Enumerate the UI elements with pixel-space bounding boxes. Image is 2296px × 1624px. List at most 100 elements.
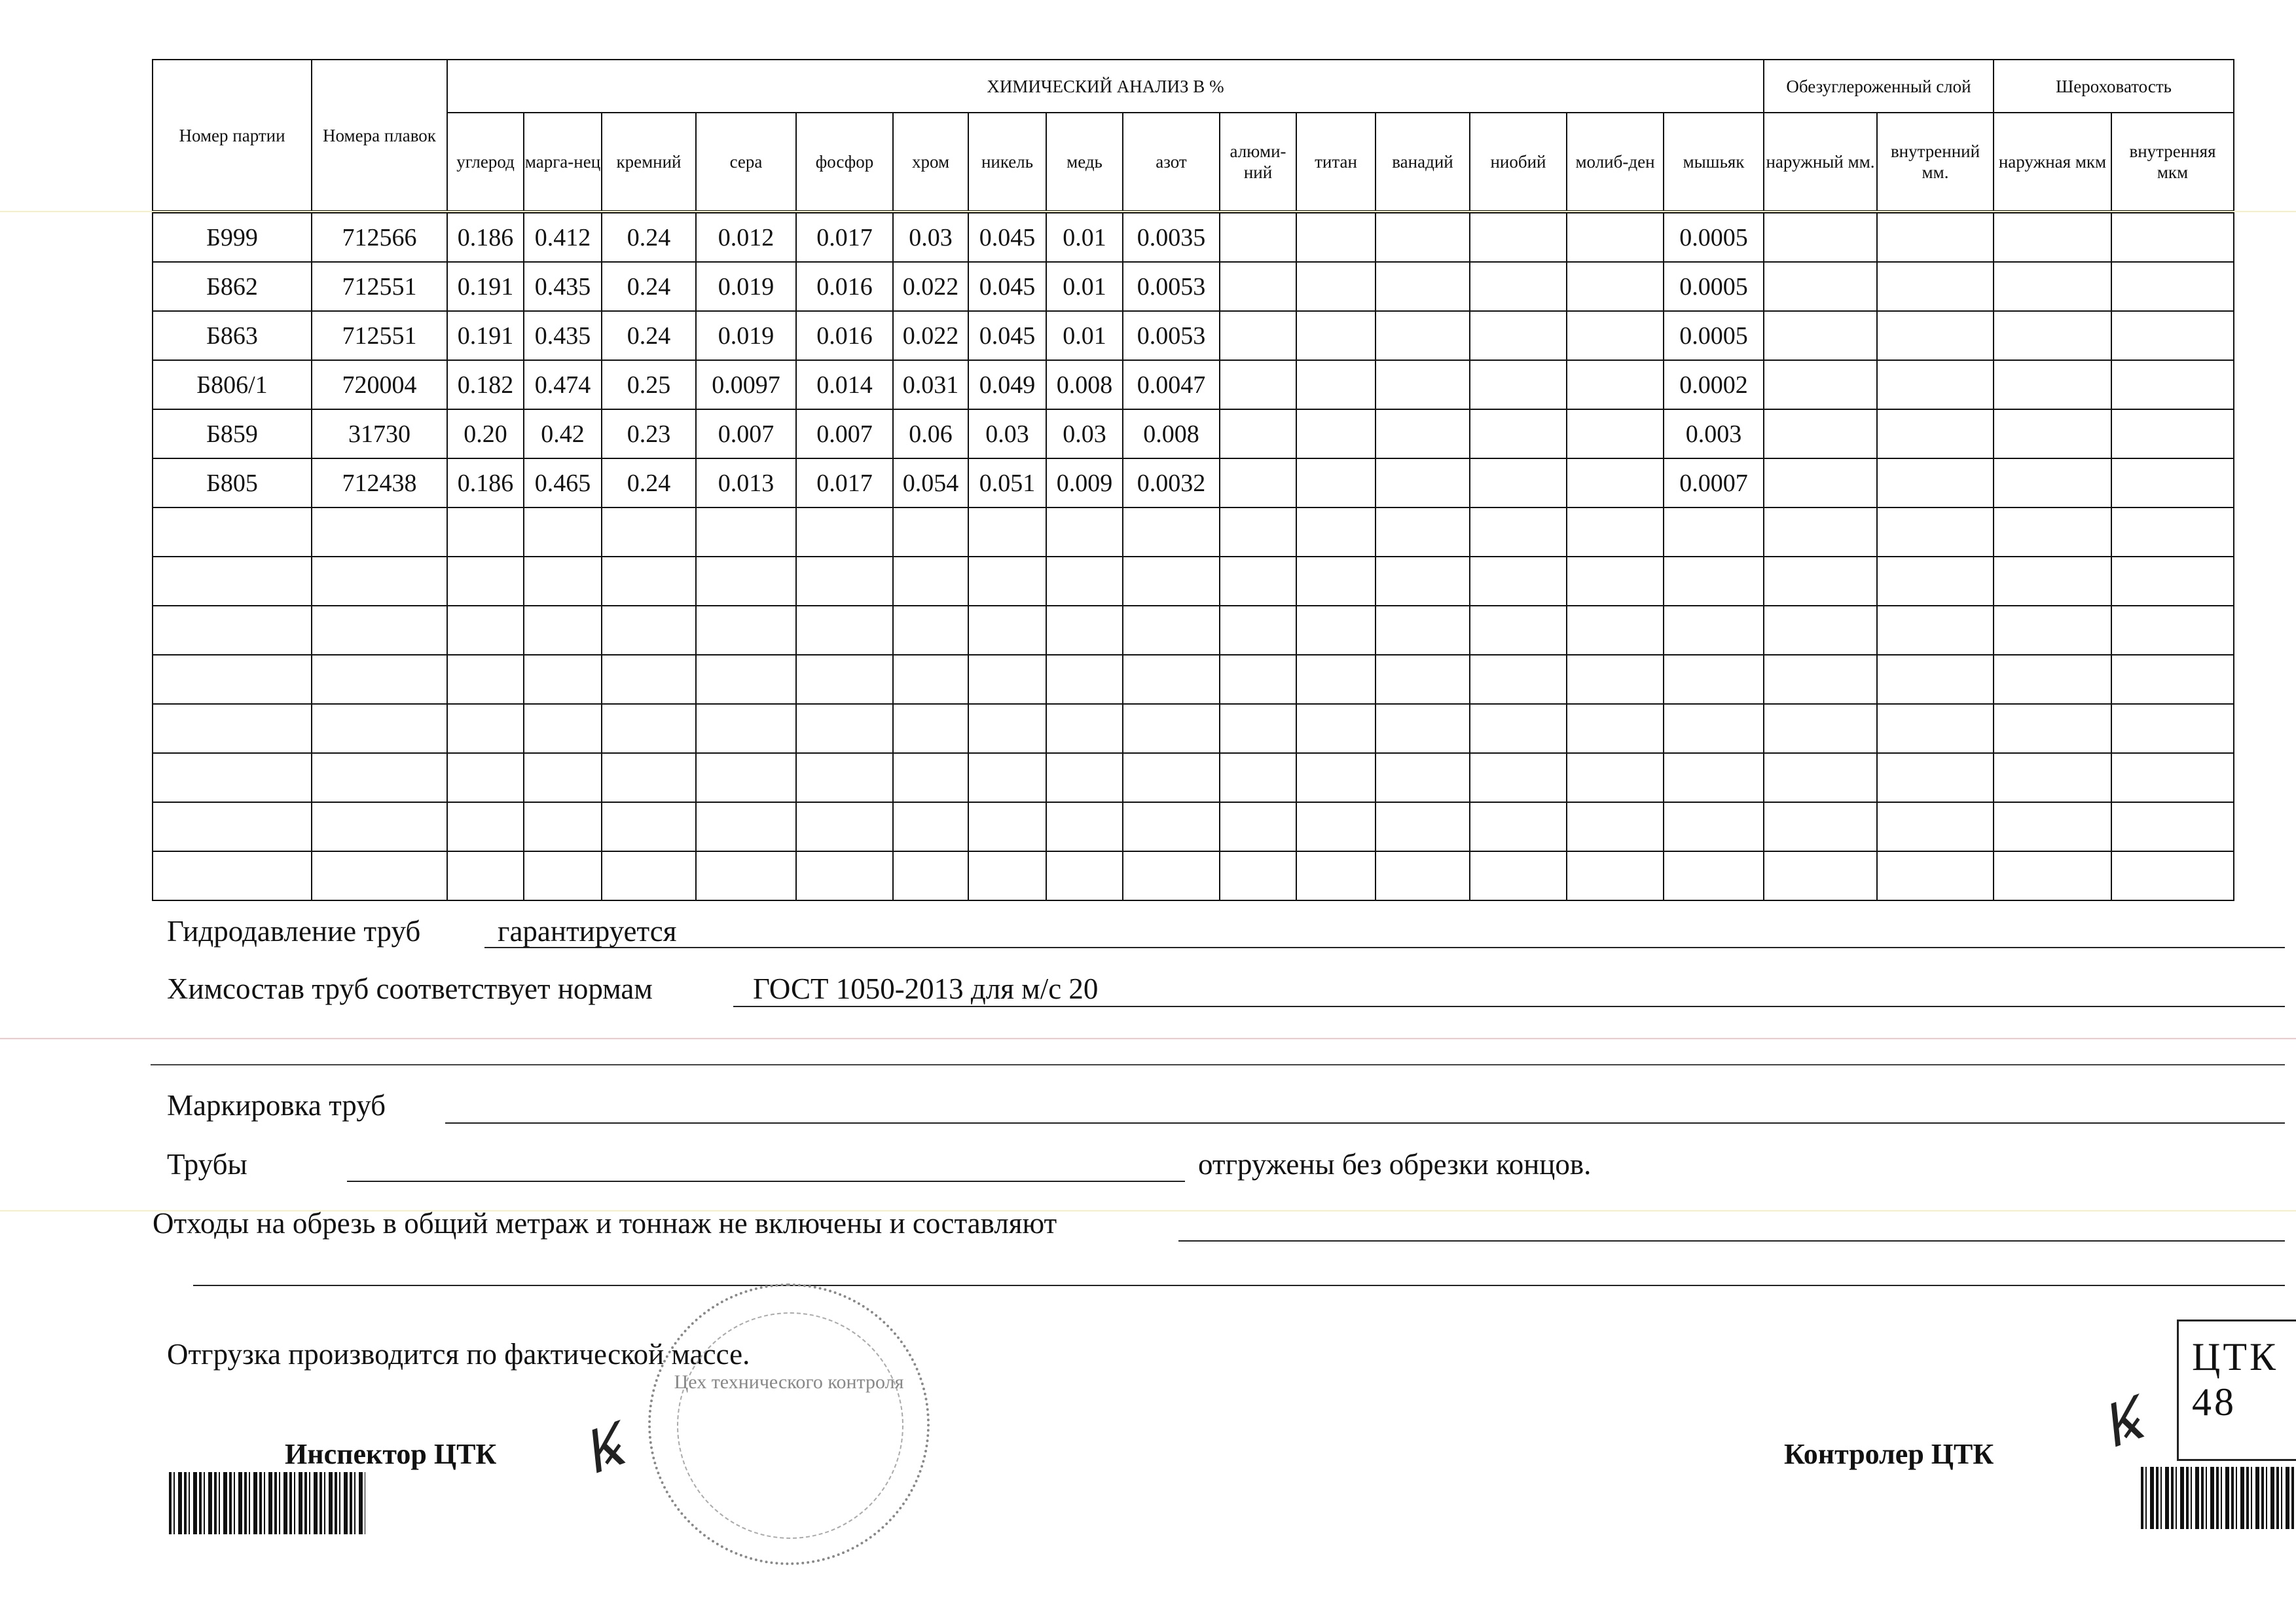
table-cell bbox=[311, 851, 448, 901]
table-cell bbox=[2111, 360, 2234, 410]
table-cell bbox=[1663, 507, 1764, 557]
table-cell bbox=[1469, 409, 1567, 459]
header-chem-7: медь bbox=[1046, 112, 1123, 213]
header-chem-12: ниобий bbox=[1469, 112, 1567, 213]
table-cell bbox=[1993, 605, 2112, 655]
table-cell bbox=[968, 752, 1047, 803]
table-cell: 0.045 bbox=[968, 310, 1047, 361]
table-cell: 0.051 bbox=[968, 458, 1047, 508]
scan-artifact-line bbox=[0, 1038, 2296, 1039]
table-cell bbox=[1296, 261, 1376, 312]
table-cell bbox=[1469, 458, 1567, 508]
table-cell bbox=[523, 802, 602, 852]
table-cell: 0.435 bbox=[523, 261, 602, 312]
table-cell: 0.465 bbox=[523, 458, 602, 508]
pipes-suffix: отгружены без обрезки концов. bbox=[1198, 1148, 1592, 1181]
table-cell bbox=[1566, 310, 1664, 361]
table-cell bbox=[892, 851, 969, 901]
table-cell bbox=[1763, 752, 1878, 803]
table-cell: 0.191 bbox=[446, 261, 524, 312]
table-row bbox=[152, 507, 2234, 557]
table-cell bbox=[2111, 261, 2234, 312]
table-cell bbox=[2111, 703, 2234, 754]
table-cell bbox=[1046, 851, 1123, 901]
table-row: Б805 712438 0.186 0.465 0.24 0.013 0.017 0.054 0… bbox=[152, 458, 2234, 508]
pipes-underline bbox=[347, 1181, 1185, 1182]
table-cell: 0.007 bbox=[795, 409, 894, 459]
table-cell bbox=[1663, 802, 1764, 852]
table-cell bbox=[1219, 654, 1297, 705]
table-cell bbox=[1993, 802, 2112, 852]
table-cell bbox=[311, 654, 448, 705]
header-chem-2: кремний bbox=[601, 112, 697, 213]
table-cell bbox=[1566, 605, 1664, 655]
table-cell: 0.0007 bbox=[1663, 458, 1764, 508]
table-cell bbox=[1566, 703, 1664, 754]
table-cell bbox=[601, 605, 697, 655]
table-cell bbox=[1219, 310, 1297, 361]
table-cell: 0.045 bbox=[968, 211, 1047, 263]
table-cell bbox=[1046, 605, 1123, 655]
table-cell bbox=[601, 703, 697, 754]
table-cell: Б999 bbox=[152, 211, 312, 263]
table-cell: 0.24 bbox=[601, 310, 697, 361]
header-chem-9: алюми-ний bbox=[1219, 112, 1297, 213]
table-cell bbox=[968, 556, 1047, 606]
table-cell bbox=[892, 752, 969, 803]
table-row bbox=[152, 703, 2234, 754]
table-cell bbox=[446, 654, 524, 705]
table-cell: Б805 bbox=[152, 458, 312, 508]
table-cell bbox=[446, 556, 524, 606]
table-cell bbox=[1375, 409, 1470, 459]
table-cell bbox=[1763, 507, 1878, 557]
table-cell bbox=[892, 605, 969, 655]
blank-line bbox=[151, 1064, 2285, 1065]
table-cell bbox=[446, 851, 524, 901]
table-cell bbox=[1296, 851, 1376, 901]
table-cell: 0.42 bbox=[523, 409, 602, 459]
table-cell bbox=[695, 703, 797, 754]
table-cell bbox=[1469, 261, 1567, 312]
table-cell bbox=[795, 605, 894, 655]
controller-signature: Ꝃ bbox=[2091, 1385, 2150, 1463]
table-row: Б862 712551 0.191 0.435 0.24 0.019 0.016 0.022 0… bbox=[152, 261, 2234, 312]
table-cell bbox=[1763, 654, 1878, 705]
table-cell bbox=[1375, 752, 1470, 803]
table-cell bbox=[446, 703, 524, 754]
table-cell: 0.017 bbox=[795, 458, 894, 508]
table-cell bbox=[1763, 261, 1878, 312]
table-cell bbox=[2111, 654, 2234, 705]
table-cell bbox=[152, 703, 312, 754]
table-cell bbox=[1763, 458, 1878, 508]
table-cell bbox=[601, 556, 697, 606]
table-cell bbox=[1296, 556, 1376, 606]
table-cell bbox=[1375, 211, 1470, 263]
table-cell bbox=[1296, 310, 1376, 361]
table-cell bbox=[1219, 211, 1297, 263]
table-cell bbox=[1663, 703, 1764, 754]
table-cell bbox=[311, 556, 448, 606]
header-chem-8: азот bbox=[1122, 112, 1220, 213]
table-cell bbox=[1469, 310, 1567, 361]
table-cell bbox=[1375, 703, 1470, 754]
table-cell bbox=[1663, 851, 1764, 901]
table-cell bbox=[152, 556, 312, 606]
table-cell bbox=[1566, 851, 1664, 901]
table-cell bbox=[1122, 851, 1220, 901]
table-cell bbox=[1876, 458, 1994, 508]
table-cell bbox=[1663, 752, 1764, 803]
table-cell bbox=[795, 802, 894, 852]
chem-compliance-underline bbox=[733, 1006, 2285, 1007]
table-cell bbox=[892, 802, 969, 852]
table-cell bbox=[601, 851, 697, 901]
table-cell bbox=[1469, 654, 1567, 705]
hydro-pressure-underline bbox=[484, 947, 2285, 948]
table-cell bbox=[1296, 211, 1376, 263]
table-cell bbox=[1566, 261, 1664, 312]
table-cell: Б862 bbox=[152, 261, 312, 312]
table-cell: 0.019 bbox=[695, 310, 797, 361]
table-cell bbox=[795, 752, 894, 803]
table-row bbox=[152, 556, 2234, 606]
table-cell: 0.0035 bbox=[1122, 211, 1220, 263]
table-cell bbox=[1993, 211, 2112, 263]
